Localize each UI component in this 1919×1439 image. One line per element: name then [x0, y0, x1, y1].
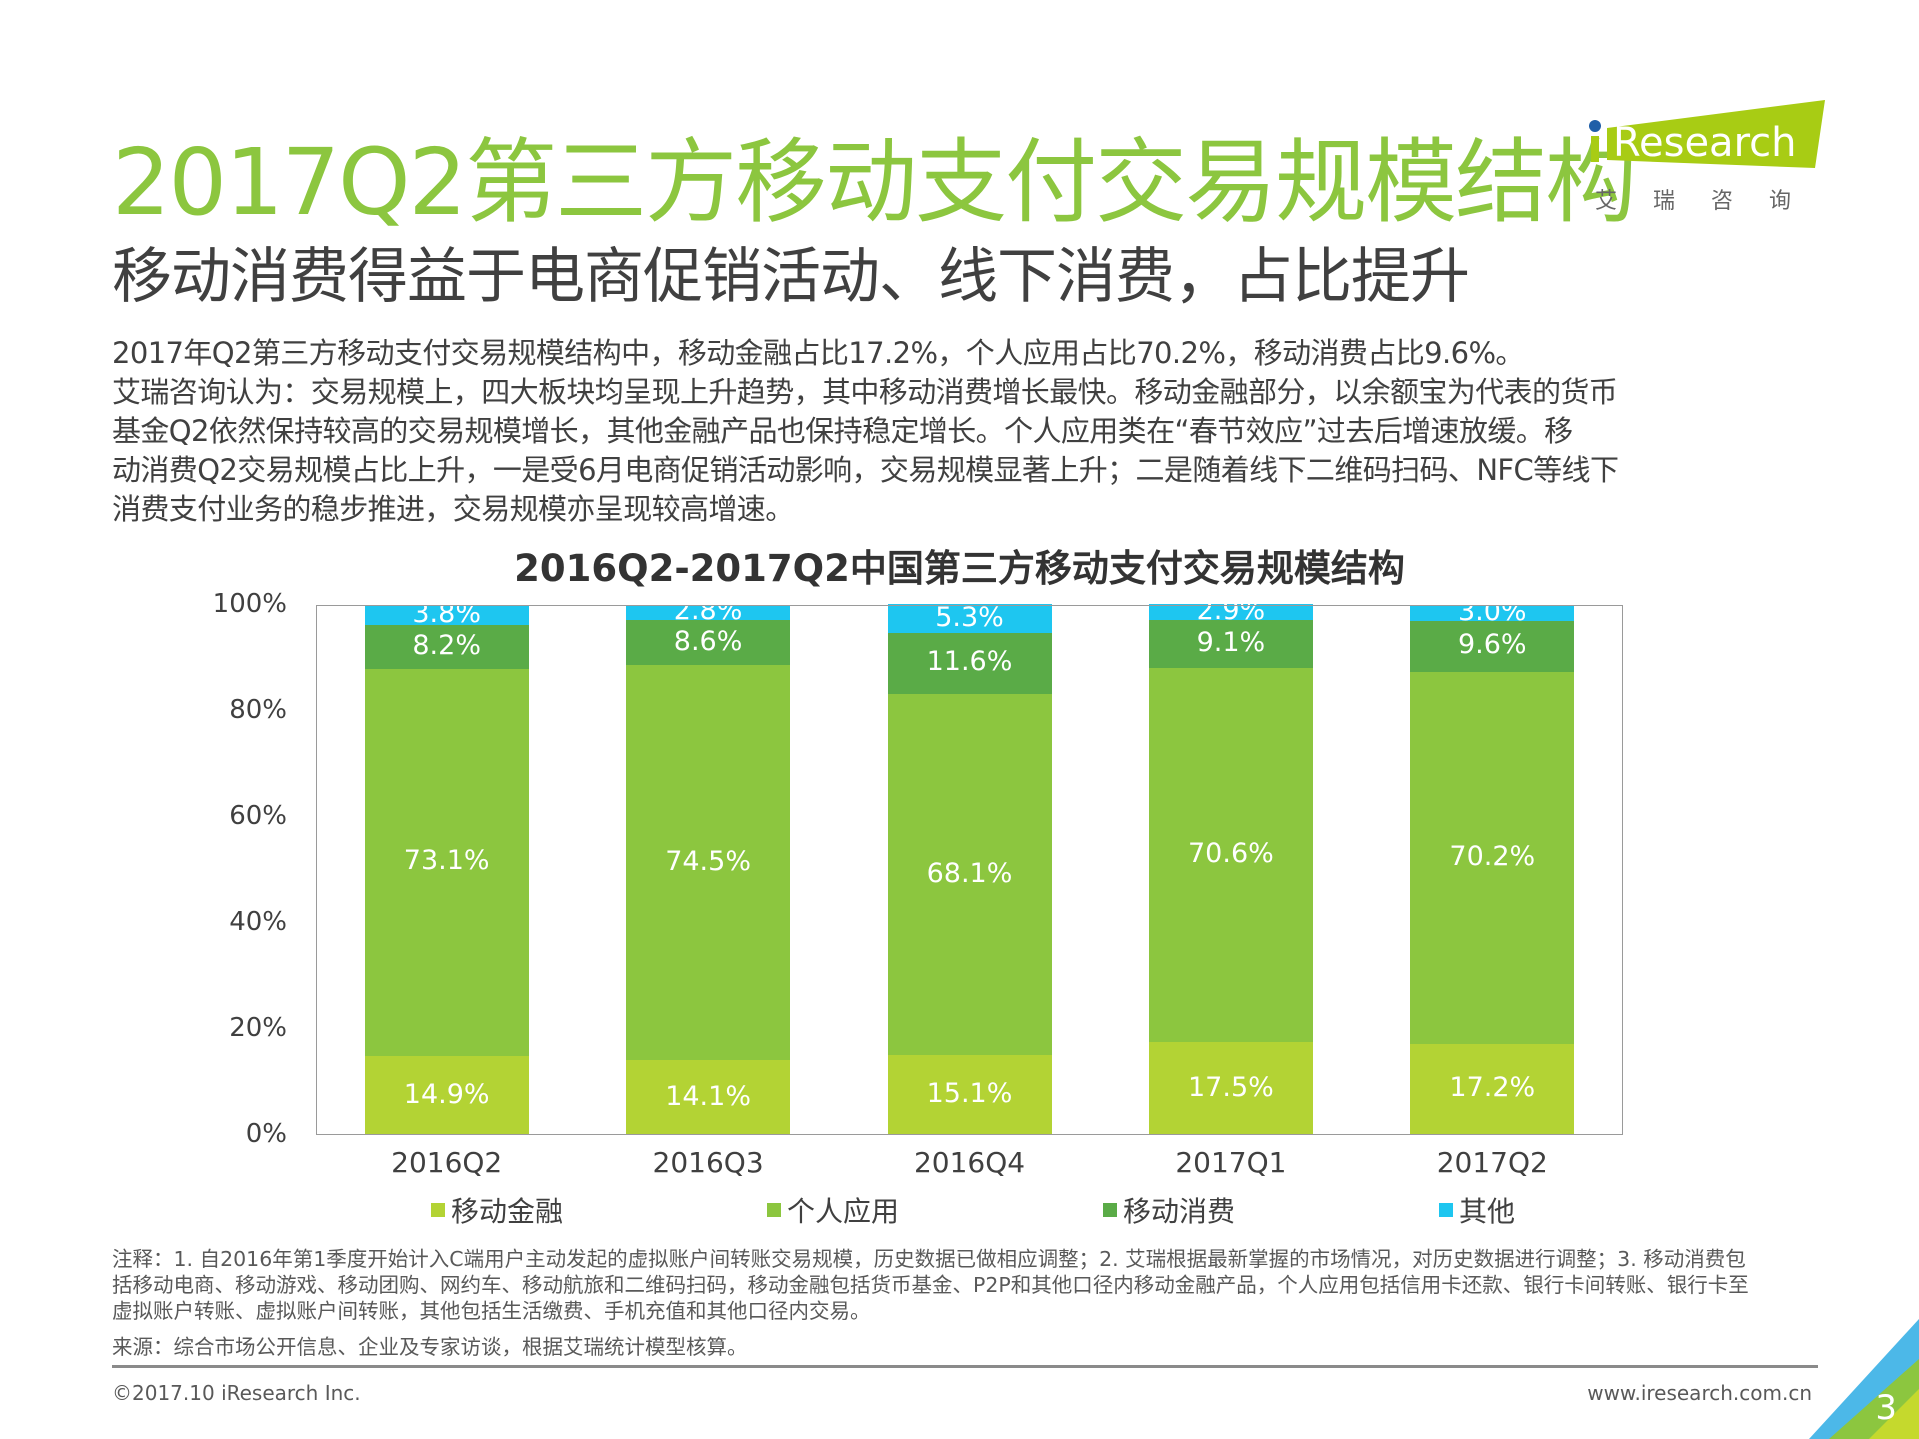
svg-text:艾瑞咨询: 艾瑞咨询 — [1595, 189, 1825, 214]
paragraph-line: 2017年Q2第三方移动支付交易规模结构中，移动金融占比17.2%，个人应用占比… — [112, 336, 1524, 370]
data-label: 2.8% — [673, 595, 743, 627]
plot-area — [316, 605, 1623, 1135]
footer-divider — [112, 1365, 1818, 1368]
data-label: 70.6% — [1188, 838, 1274, 870]
note-line: 虚拟账户转账、虚拟账户间转账，其他包括生活缴费、手机充值和其他口径内交易。 — [112, 1299, 871, 1323]
summary-paragraph: 2017年Q2第三方移动支付交易规模结构中，移动金融占比17.2%，个人应用占比… — [112, 334, 1832, 529]
x-tick-label: 2017Q1 — [1175, 1146, 1287, 1179]
legend-item: 移动消费 — [1103, 1190, 1235, 1230]
data-label: 5.3% — [935, 601, 1004, 633]
data-label: 14.9% — [403, 1078, 490, 1110]
note-line: 括移动电商、移动游戏、移动团购、网约车、移动航旅和二维码扫码，移动金融包括货币基… — [112, 1273, 1749, 1297]
y-tick-label: 100% — [212, 589, 287, 619]
x-tick-label: 2016Q3 — [652, 1146, 764, 1179]
iresearch-logo: Research 艾瑞咨询 — [1585, 100, 1825, 220]
y-tick-label: 80% — [229, 695, 287, 725]
paragraph-line: 消费支付业务的稳步推进，交易规模亦呈现较高增速。 — [112, 492, 794, 526]
page-title: 2017Q2第三方移动支付交易规模结构 — [112, 129, 1637, 236]
bar-segment-移动消费 — [364, 625, 529, 669]
data-label: 14.1% — [665, 1080, 751, 1112]
bar-segment-移动金融 — [887, 1054, 1052, 1135]
bar-segment-移动消费 — [1410, 620, 1575, 672]
data-label: 2.9% — [1196, 595, 1266, 627]
data-label: 8.6% — [673, 625, 743, 657]
bar-segment-移动金融 — [626, 1060, 791, 1135]
notes: 注释：1. 自2016年第1季度开始计入C端用户主动发起的虚拟账户间转账交易规模… — [112, 1246, 1832, 1324]
paragraph-line: 基金Q2依然保持较高的交易规模增长，其他金融产品也保持稳定增长。个人应用类在“春… — [112, 414, 1573, 448]
page-subtitle: 移动消费得益于电商促销活动、线下消费，占比提升 — [112, 242, 1470, 312]
legend-swatch — [767, 1203, 781, 1217]
svg-text:Research: Research — [1613, 120, 1796, 166]
bar-segment-个人应用 — [1148, 668, 1313, 1043]
bar-segment-移动金融 — [1148, 1042, 1313, 1135]
corner-decoration — [1809, 1319, 1919, 1439]
data-label: 17.2% — [1449, 1072, 1536, 1104]
data-label: 74.5% — [665, 845, 751, 877]
data-label: 9.1% — [1196, 626, 1266, 658]
bar-segment-个人应用 — [1410, 671, 1575, 1044]
source-note: 来源：综合市场公开信息、企业及专家访谈，根据艾瑞统计模型核算。 — [112, 1335, 748, 1359]
bar-segment-移动金融 — [364, 1056, 529, 1135]
legend-label: 移动金融 — [451, 1195, 564, 1228]
bar-segment-其他 — [1410, 605, 1575, 621]
data-label: 73.1% — [403, 845, 490, 877]
x-tick-label: 2017Q2 — [1436, 1146, 1548, 1179]
data-label: 9.6% — [1457, 629, 1527, 661]
data-label: 8.2% — [412, 629, 481, 661]
legend-label: 其他 — [1459, 1195, 1516, 1228]
x-tick-label: 2016Q4 — [913, 1146, 1026, 1179]
y-tick-label: 60% — [229, 801, 287, 831]
data-label: 17.5% — [1188, 1071, 1274, 1103]
bar-segment-个人应用 — [626, 665, 791, 1061]
legend-swatch — [431, 1203, 445, 1217]
bar-segment-个人应用 — [364, 668, 529, 1057]
copyright: ©2017.10 iResearch Inc. — [112, 1381, 361, 1405]
website-link[interactable]: www.iresearch.com.cn — [1587, 1381, 1812, 1405]
legend-item: 移动金融 — [431, 1190, 563, 1230]
paragraph-line: 艾瑞咨询认为：交易规模上，四大板块均呈现上升趋势，其中移动消费增长最快。移动金融… — [112, 375, 1618, 409]
y-tick-label: 0% — [245, 1119, 287, 1149]
bar-segment-移动金融 — [1410, 1043, 1575, 1135]
bar-segment-移动消费 — [1148, 619, 1313, 669]
legend-item: 个人应用 — [767, 1190, 899, 1230]
y-tick-label: 20% — [229, 1013, 287, 1043]
bar-segment-其他 — [626, 605, 791, 620]
legend-label: 移动消费 — [1123, 1195, 1236, 1228]
page-number: 3 — [1875, 1388, 1897, 1428]
bar-segment-移动消费 — [887, 632, 1052, 695]
x-tick-label: 2016Q2 — [391, 1146, 503, 1179]
data-label: 68.1% — [926, 857, 1013, 889]
bar-segment-其他 — [1148, 604, 1313, 620]
data-label: 15.1% — [926, 1077, 1013, 1109]
paragraph-line: 动消费Q2交易规模占比上升，一是受6月电商促销活动影响，交易规模显著上升；二是随… — [112, 453, 1619, 487]
legend-item: 其他 — [1439, 1190, 1515, 1230]
bar-segment-个人应用 — [887, 694, 1052, 1055]
legend-label: 个人应用 — [787, 1195, 900, 1228]
data-label: 3.0% — [1457, 595, 1527, 627]
bar-segment-移动消费 — [626, 619, 791, 666]
legend-swatch — [1439, 1203, 1453, 1217]
data-label: 11.6% — [926, 646, 1013, 678]
chart-title: 2016Q2-2017Q2中国第三方移动支付交易规模结构 — [514, 547, 1405, 590]
bar-segment-其他 — [887, 604, 1052, 633]
data-label: 3.8% — [412, 598, 481, 630]
note-line: 注释：1. 自2016年第1季度开始计入C端用户主动发起的虚拟账户间转账交易规模… — [112, 1247, 1746, 1271]
y-tick-label: 40% — [229, 907, 287, 937]
data-label: 70.2% — [1449, 840, 1536, 872]
bar-segment-其他 — [364, 605, 529, 626]
legend-swatch — [1103, 1203, 1117, 1217]
